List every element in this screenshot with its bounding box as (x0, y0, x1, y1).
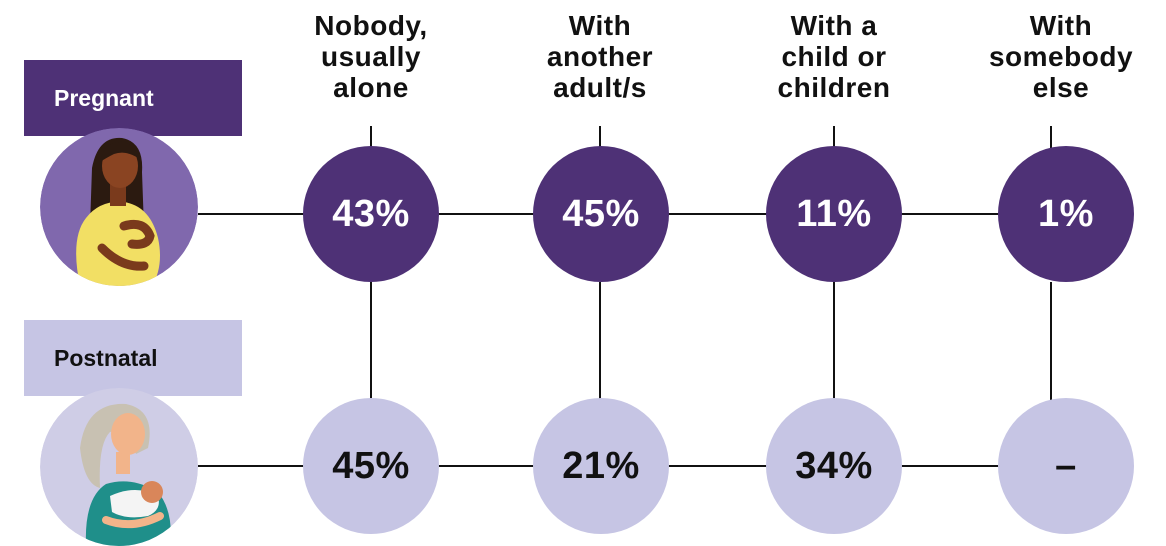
value-circle-postnatal-child: 34% (766, 398, 902, 534)
header-line: another (546, 41, 654, 72)
header-line: alone (333, 72, 409, 103)
row-label-pregnant: Pregnant (24, 60, 242, 136)
value-circle-pregnant-somebody-else: 1% (998, 146, 1134, 282)
value-label: 45% (332, 444, 410, 487)
column-connector (833, 282, 835, 402)
value-label: 11% (796, 192, 872, 235)
header-line: child or (781, 41, 887, 72)
value-circle-postnatal-another-adult: 21% (533, 398, 669, 534)
value-circle-pregnant-child: 11% (766, 146, 902, 282)
pregnant-woman-icon (40, 128, 198, 286)
value-label: 34% (795, 444, 873, 487)
header-line: Nobody, (314, 10, 428, 41)
row-label-text: Postnatal (54, 344, 158, 371)
header-tick (1050, 126, 1052, 148)
breastfeeding-mother-icon (40, 388, 198, 546)
value-circle-postnatal-nobody: 45% (303, 398, 439, 534)
header-line: else (1032, 72, 1090, 103)
header-line: With (568, 10, 632, 41)
value-circle-pregnant-another-adult: 45% (533, 146, 669, 282)
column-connector (599, 282, 601, 402)
value-label: – (1055, 444, 1077, 487)
column-connector (370, 282, 372, 402)
column-header-another-adult: With another adult/s (500, 10, 700, 103)
header-line: somebody (988, 41, 1134, 72)
value-label: 1% (1038, 192, 1094, 235)
column-header-nobody: Nobody, usually alone (271, 10, 471, 103)
column-header-somebody-else: With somebody else (961, 10, 1161, 103)
row-label-postnatal: Postnatal (24, 320, 242, 396)
header-line: usually (321, 41, 421, 72)
value-circle-postnatal-somebody-else: – (998, 398, 1134, 534)
value-label: 45% (562, 192, 640, 235)
value-label: 43% (332, 192, 410, 235)
header-tick (599, 126, 601, 148)
header-line: With a (790, 10, 878, 41)
header-tick (833, 126, 835, 148)
header-line: adult/s (553, 72, 647, 103)
row-label-text: Pregnant (54, 84, 154, 111)
value-circle-pregnant-nobody: 43% (303, 146, 439, 282)
header-line: With (1029, 10, 1093, 41)
header-tick (370, 126, 372, 148)
column-header-child: With a child or children (734, 10, 934, 103)
header-line: children (777, 72, 891, 103)
column-connector (1050, 282, 1052, 402)
value-label: 21% (562, 444, 640, 487)
